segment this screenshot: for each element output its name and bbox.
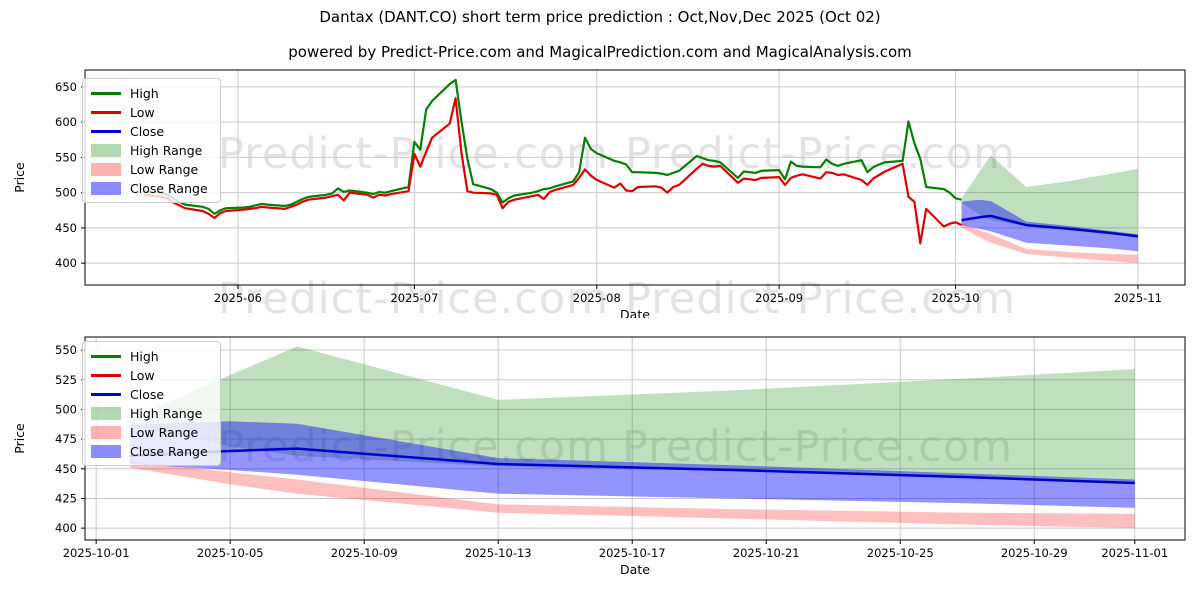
x-tick-label: 2025-10-17: [599, 546, 666, 560]
legend-item-close: Close: [91, 386, 208, 402]
y-tick-label: 475: [55, 432, 77, 446]
page-subtitle: powered by Predict-Price.com and Magical…: [288, 43, 912, 61]
watermark-text: Predict-Price.com: [218, 274, 610, 324]
legend: High Low Close High Range Low Range Close Ran…: [82, 341, 221, 466]
legend-label: Close Range: [130, 443, 208, 459]
series-close: [129, 447, 1135, 485]
series-high-range: [961, 155, 1138, 236]
legend-label: Close: [130, 123, 165, 139]
y-tick-label: 500: [55, 402, 77, 416]
legend-item-high-range: High Range: [91, 142, 208, 158]
legend-patch-swatch: [91, 162, 121, 176]
legend-line-swatch: [91, 354, 121, 358]
legend-label: High Range: [130, 142, 203, 158]
price-history-chart: 400 450 500 550 600 650 2025-06 2025-07 2025-08 2…: [12, 69, 1186, 318]
plot-border: [84, 69, 1186, 286]
legend-item-low-range: Low Range: [91, 424, 208, 440]
watermark-text: Predict-Price.com: [625, 274, 1017, 324]
legend-line-swatch: [91, 129, 121, 133]
watermark-text: Predict-Price.com: [218, 422, 609, 472]
legend-item-close-range: Close Range: [91, 180, 208, 196]
legend-label: High: [130, 348, 159, 364]
legend-item-high: High: [91, 85, 208, 101]
y-tick-label: 400: [55, 256, 77, 270]
legend-item-close-range: Close Range: [91, 443, 208, 459]
series-high: [143, 78, 962, 215]
legend-line-swatch: [91, 373, 121, 377]
x-tick-label: 2025-10-01: [63, 546, 130, 560]
legend-patch-swatch: [91, 425, 121, 439]
page-title: Dantax (DANT.CO) short term price predic…: [319, 8, 881, 26]
series-low-range: [961, 223, 1138, 264]
legend-line-swatch: [91, 110, 121, 114]
y-tick-label: 550: [55, 343, 77, 357]
legend-item-high: High: [91, 348, 208, 364]
y-tick-label: 525: [55, 373, 77, 387]
x-tick-label: 2025-10-09: [331, 546, 398, 560]
x-tick-label: 2025-11-01: [1101, 546, 1168, 560]
legend-item-close: Close: [91, 123, 208, 139]
x-tick-label: 2025-11: [1114, 291, 1162, 305]
series-high-range: [129, 346, 1135, 482]
legend-label: Low: [130, 367, 155, 383]
legend-patch-swatch: [91, 444, 121, 458]
y-tick-label: 450: [55, 462, 77, 476]
watermark-text: Predict-Price.com: [625, 129, 1017, 179]
x-tick-label: 2025-06: [214, 291, 262, 305]
y-tick-label: 600: [55, 115, 77, 129]
series-close-range: [129, 421, 1135, 508]
legend-line-swatch: [91, 91, 121, 95]
legend-label: High Range: [130, 405, 203, 421]
watermark-text: Predict-Price.com: [622, 422, 1013, 472]
grid-lines: [85, 70, 1185, 285]
grid-lines: [85, 337, 1185, 540]
legend-label: Close Range: [130, 180, 208, 196]
axis-ticks: 400 425 450 475 500 525 550 2025-10-01 2025-10-0…: [55, 343, 1168, 560]
y-tick-label: 550: [55, 150, 77, 164]
legend: High Low Close High Range Low Range Close Ran…: [82, 78, 221, 203]
y-tick-label: 400: [55, 521, 77, 535]
x-axis-label: Date: [620, 562, 650, 577]
series-low: [143, 97, 962, 245]
legend-label: Close: [130, 386, 165, 402]
y-tick-label: 650: [55, 80, 77, 94]
y-axis-label: Price: [12, 162, 27, 193]
legend-item-low: Low: [91, 104, 208, 120]
legend-item-low: Low: [91, 367, 208, 383]
x-tick-label: 2025-10-29: [1001, 546, 1068, 560]
series-low-range: [129, 460, 1135, 529]
legend-item-low-range: Low Range: [91, 161, 208, 177]
axis-ticks: 400 450 500 550 600 650 2025-06 2025-07 2025-08 2…: [55, 80, 1162, 305]
y-tick-label: 500: [55, 186, 77, 200]
legend-line-swatch: [91, 392, 121, 396]
x-tick-label: 2025-10-25: [867, 546, 934, 560]
x-tick-label: 2025-09: [755, 291, 803, 305]
x-tick-label: 2025-10-13: [465, 546, 532, 560]
x-tick-label: 2025-10-21: [733, 546, 800, 560]
legend-label: Low Range: [130, 161, 199, 177]
legend-label: Low: [130, 104, 155, 120]
legend-item-high-range: High Range: [91, 405, 208, 421]
x-tick-label: 2025-08: [573, 291, 621, 305]
x-axis-label: Date: [620, 307, 650, 318]
series-close-range: [961, 199, 1138, 252]
prediction-detail-chart: 400 425 450 475 500 525 550 2025-10-01 2025-10-0…: [12, 336, 1186, 577]
x-tick-label: 2025-10-05: [197, 546, 264, 560]
x-tick-label: 2025-10: [932, 291, 980, 305]
legend-patch-swatch: [91, 143, 121, 157]
legend-patch-swatch: [91, 406, 121, 420]
x-tick-label: 2025-07: [390, 291, 438, 305]
legend-patch-swatch: [91, 181, 121, 195]
y-tick-label: 450: [55, 221, 77, 235]
legend-label: Low Range: [130, 424, 199, 440]
legend-label: High: [130, 85, 159, 101]
y-axis-label: Price: [12, 423, 27, 454]
y-tick-label: 425: [55, 491, 77, 505]
series-close: [961, 214, 1139, 238]
